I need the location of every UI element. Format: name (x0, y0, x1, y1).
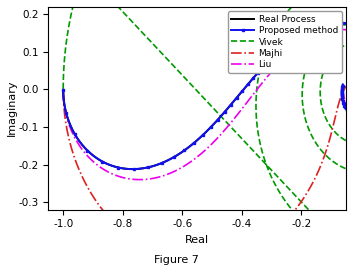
Liu (341, 92, 346, 95)
Vivek (335, 133, 340, 136)
Vivek (61, 87, 65, 90)
Line: Vivek: Vivek (63, 0, 353, 247)
Majhi (333, 118, 337, 122)
Majhi (329, 132, 333, 136)
Line: Liu: Liu (63, 29, 353, 180)
Proposed method (130, 167, 134, 171)
Majhi (325, 145, 330, 148)
Proposed method (61, 88, 65, 91)
Proposed method (340, 87, 344, 91)
Vivek (334, 242, 339, 246)
Liu (350, 111, 353, 114)
Proposed method (103, 161, 107, 164)
Real Process (61, 88, 65, 91)
Vivek (318, 98, 323, 101)
Real Process (78, 140, 82, 143)
Majhi (352, 78, 353, 81)
Real Process (103, 161, 107, 164)
Vivek (307, 57, 312, 60)
Proposed method (348, 112, 353, 116)
Vivek (341, 245, 346, 249)
Text: Figure 7: Figure 7 (154, 255, 199, 265)
X-axis label: Real: Real (185, 235, 209, 245)
Majhi (334, 111, 339, 114)
Liu (346, 106, 350, 109)
Line: Real Process: Real Process (63, 23, 353, 169)
Proposed method (78, 140, 82, 143)
Liu (300, 42, 304, 45)
Liu (61, 88, 65, 91)
Majhi (249, 245, 253, 249)
Real Process (130, 167, 134, 171)
Real Process (136, 167, 140, 170)
Proposed method (111, 165, 115, 168)
Proposed method (337, 21, 342, 25)
Line: Majhi: Majhi (63, 79, 353, 247)
Liu (340, 28, 344, 31)
Majhi (303, 195, 307, 198)
Majhi (338, 96, 342, 100)
Line: Proposed method: Proposed method (62, 21, 353, 170)
Real Process (337, 21, 342, 25)
Vivek (327, 31, 331, 34)
Real Process (341, 83, 345, 86)
Proposed method (341, 83, 345, 86)
Legend: Real Process, Proposed method, Vivek, Majhi, Liu: Real Process, Proposed method, Vivek, Ma… (228, 11, 342, 73)
Y-axis label: Imaginary: Imaginary (7, 80, 17, 136)
Majhi (61, 89, 65, 92)
Proposed method (136, 167, 140, 170)
Real Process (340, 87, 344, 91)
Liu (341, 92, 346, 95)
Vivek (303, 72, 307, 75)
Real Process (111, 165, 115, 168)
Liu (137, 178, 142, 181)
Real Process (348, 112, 353, 116)
Liu (186, 162, 191, 165)
